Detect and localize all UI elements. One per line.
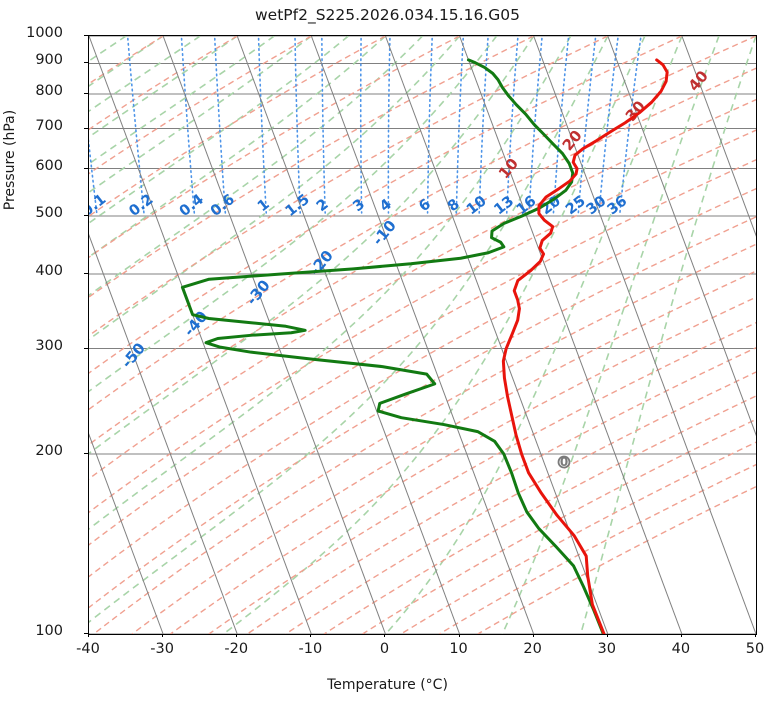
x-axis-tick-label: 50 (745, 641, 765, 657)
x-axis-tick-mark (680, 633, 682, 637)
y-axis-tick-label: 500 (35, 205, 63, 222)
mixing-ratio-label: 1 (255, 196, 273, 215)
moist-adiabat-lines (89, 36, 756, 634)
x-axis-tick-mark (532, 633, 534, 637)
lcl-marker-label: 0 (560, 455, 568, 469)
dewpoint-profile (180, 58, 605, 634)
x-axis-tick-mark (606, 633, 608, 637)
y-axis-tick-label: 200 (35, 442, 63, 459)
x-axis-tick-mark (310, 633, 312, 637)
x-axis-tick-label: 10 (449, 641, 468, 657)
x-axis-tick-label: 0 (379, 641, 390, 657)
dewpoint-line (180, 58, 605, 634)
x-axis-tick-label: 20 (523, 641, 542, 657)
x-axis-tick-label: 30 (597, 641, 616, 657)
y-axis-tick-label: 300 (35, 337, 63, 354)
temperature-profile (501, 58, 669, 634)
x-axis-tick-label: -20 (224, 641, 249, 657)
y-axis-tick-mark (84, 62, 88, 64)
y-axis-tick-mark (84, 272, 88, 274)
temperature-line (501, 58, 669, 634)
isotherm-label: -50 (118, 339, 149, 371)
x-axis-tick-mark (458, 633, 460, 637)
x-axis-tick-mark (162, 633, 164, 637)
y-axis-tick-mark (84, 92, 88, 94)
y-axis-tick-label: 700 (35, 117, 63, 134)
x-axis-tick-label: -40 (76, 641, 100, 657)
y-axis-tick-label: 1000 (26, 25, 63, 41)
mixing-ratio-label: 10 (464, 193, 490, 218)
y-axis-tick-mark (84, 633, 88, 634)
x-axis-tick-mark (755, 633, 756, 637)
mixing-ratio-lines (89, 36, 642, 214)
mixing-ratio-label: 6 (416, 196, 434, 215)
plot-area: 0.1 0.2 0.4 0.6 1 1.5 2 3 4 6 8 10 13 16 20 25 30 36 -50-… (88, 35, 757, 635)
y-axis-tick-label: 100 (35, 623, 63, 639)
y-axis-tick-label: 900 (35, 52, 63, 69)
y-axis-tick-label: 800 (35, 82, 63, 99)
y-axis-tick-label: 400 (35, 262, 63, 279)
x-axis-tick-mark (236, 633, 238, 637)
isotherm-label: -40 (180, 307, 211, 339)
y-axis-tick-mark (84, 35, 88, 36)
mixing-ratio-label: 36 (605, 193, 631, 218)
x-axis-tick-label: -30 (150, 641, 174, 657)
x-axis-tick-mark (88, 633, 89, 637)
x-axis-tick-label: 40 (671, 641, 691, 657)
isotherm-label: -10 (369, 217, 400, 249)
mixing-ratio-label: 8 (445, 196, 463, 215)
isotherm-lines (89, 36, 756, 634)
x-axis-tick-mark (384, 633, 386, 637)
isotherm-label: -30 (243, 276, 274, 308)
x-axis-tick-label: -10 (298, 641, 323, 657)
y-axis-tick-mark (84, 167, 88, 169)
y-axis-tick-label: 600 (35, 157, 63, 174)
mixing-ratio-label: 3 (350, 196, 368, 215)
x-axis-label: Temperature (°C) (327, 677, 448, 693)
y-axis-tick-mark (84, 347, 88, 349)
y-axis-tick-mark (84, 127, 88, 129)
lcl-marker: 0 (557, 455, 571, 469)
y-axis-tick-mark (84, 452, 88, 454)
mixing-ratio-label: 4 (377, 196, 395, 215)
y-axis-tick-mark (84, 215, 88, 217)
page-title: wetPf2_S225.2026.034.15.16.G05 (255, 6, 520, 24)
dry-adiabat-lines (89, 36, 756, 634)
